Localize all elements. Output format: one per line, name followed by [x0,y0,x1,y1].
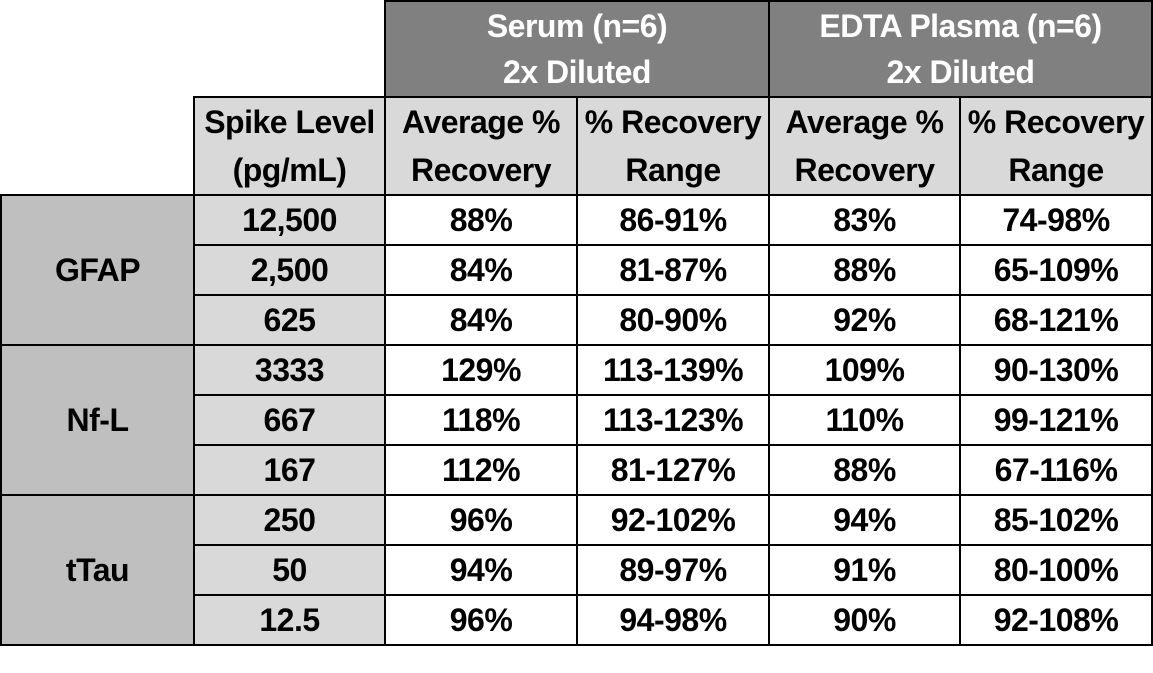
plasma-range-cell: 74-98% [959,194,1153,246]
table-row: 625 84% 80-90% 92% 68-121% [1,294,1153,346]
spike-level-cell: 2,500 [193,244,386,296]
spike-level-cell: 250 [193,494,386,546]
plasma-average-cell: 109% [768,344,961,396]
serum-average-cell: 96% [384,594,578,646]
plasma-range-cell: 67-116% [959,444,1153,496]
plasma-range-cell: 68-121% [959,294,1153,346]
column-header-row: Spike Level (pg/mL) Average % Recovery %… [1,96,1153,196]
table-row: 667 118% 113-123% 110% 99-121% [1,394,1153,446]
plasma-header-line1: EDTA Plasma (n=6) [819,8,1102,44]
spike-level-header-line1: Spike Level [204,104,375,140]
plasma-range-header-line1: % Recovery [967,104,1145,140]
spike-level-cell: 12.5 [193,594,386,646]
plasma-average-cell: 94% [768,494,961,546]
plasma-average-cell: 92% [768,294,961,346]
table-row: 167 112% 81-127% 88% 67-116% [1,444,1153,496]
serum-average-cell: 84% [384,294,578,346]
serum-group-header: Serum (n=6) 2x Diluted [384,0,770,98]
plasma-average-header-line2: Recovery [794,152,935,188]
plasma-range-cell: 90-130% [959,344,1153,396]
serum-range-cell: 113-139% [576,344,770,396]
plasma-average-cell: 88% [768,444,961,496]
serum-header-line1: Serum (n=6) [486,8,668,44]
plasma-group-header: EDTA Plasma (n=6) 2x Diluted [768,0,1153,98]
analyte-cell-ttau: tTau [0,494,195,646]
analyte-header-blank [1,97,194,195]
serum-range-header-line1: % Recovery [584,104,762,140]
plasma-range-cell: 65-109% [959,244,1153,296]
plasma-range-cell: 85-102% [959,494,1153,546]
plasma-average-cell: 83% [768,194,961,246]
plasma-average-header-line1: Average % [785,104,944,140]
table-row: tTau 250 96% 92-102% 94% 85-102% [0,494,1153,646]
serum-range-cell: 92-102% [576,494,770,546]
spike-level-cell: 3333 [193,344,386,396]
table-row: 12.5 96% 94-98% 90% 92-108% [1,594,1153,646]
plasma-range-cell: 99-121% [959,394,1153,446]
plasma-range-cell: 92-108% [959,594,1153,646]
serum-average-cell: 118% [384,394,578,446]
analyte-cell-nfl: Nf-L [0,344,195,496]
table-row: Nf-L 3333 129% 113-139% 109% 90-130% [0,344,1153,496]
plasma-range-header-line2: Range [1008,152,1104,188]
serum-average-cell: 84% [384,244,578,296]
serum-range-cell: 94-98% [576,594,770,646]
serum-average-cell: 96% [384,494,578,546]
serum-average-cell: 88% [384,194,578,246]
serum-average-header-line2: Recovery [410,152,552,188]
serum-range-cell: 86-91% [576,194,770,246]
plasma-recovery-range-header: % Recovery Range [959,96,1153,196]
spike-level-header-line2: (pg/mL) [232,152,347,188]
spike-level-cell: 625 [193,294,386,346]
serum-average-cell: 94% [384,544,578,596]
spike-level-cell: 667 [193,394,386,446]
spike-level-cell: 167 [193,444,386,496]
serum-average-cell: 112% [384,444,578,496]
plasma-range-cell: 80-100% [959,544,1153,596]
spike-level-header: Spike Level (pg/mL) [193,96,386,196]
serum-recovery-range-header: % Recovery Range [576,96,770,196]
plasma-average-cell: 88% [768,244,961,296]
serum-range-cell: 89-97% [576,544,770,596]
recovery-table: Serum (n=6) 2x Diluted EDTA Plasma (n=6)… [0,0,1153,646]
spike-level-cell: 12,500 [193,194,386,246]
analyte-cell-gfap: GFAP [0,194,195,346]
spike-level-cell: 50 [193,544,386,596]
serum-range-cell: 81-87% [576,244,770,296]
table-row: GFAP 12,500 88% 86-91% 83% 74-98% [0,194,1153,346]
serum-average-header-line1: Average % [402,104,560,140]
serum-range-cell: 113-123% [576,394,770,446]
serum-average-cell: 129% [384,344,578,396]
serum-header-line2: 2x Diluted [503,54,651,90]
serum-average-recovery-header: Average % Recovery [384,96,578,196]
table-row: 2,500 84% 81-87% 88% 65-109% [1,244,1153,296]
serum-range-header-line2: Range [625,152,721,188]
plasma-average-cell: 110% [768,394,961,446]
plasma-header-line2: 2x Diluted [886,54,1035,90]
serum-range-cell: 81-127% [576,444,770,496]
plasma-average-recovery-header: Average % Recovery [768,96,961,196]
header-corner-blank [1,1,385,97]
plasma-average-cell: 90% [768,594,961,646]
plasma-average-cell: 91% [768,544,961,596]
sample-type-header-row: Serum (n=6) 2x Diluted EDTA Plasma (n=6)… [1,0,1153,98]
table-row: 50 94% 89-97% 91% 80-100% [1,544,1153,596]
serum-range-cell: 80-90% [576,294,770,346]
